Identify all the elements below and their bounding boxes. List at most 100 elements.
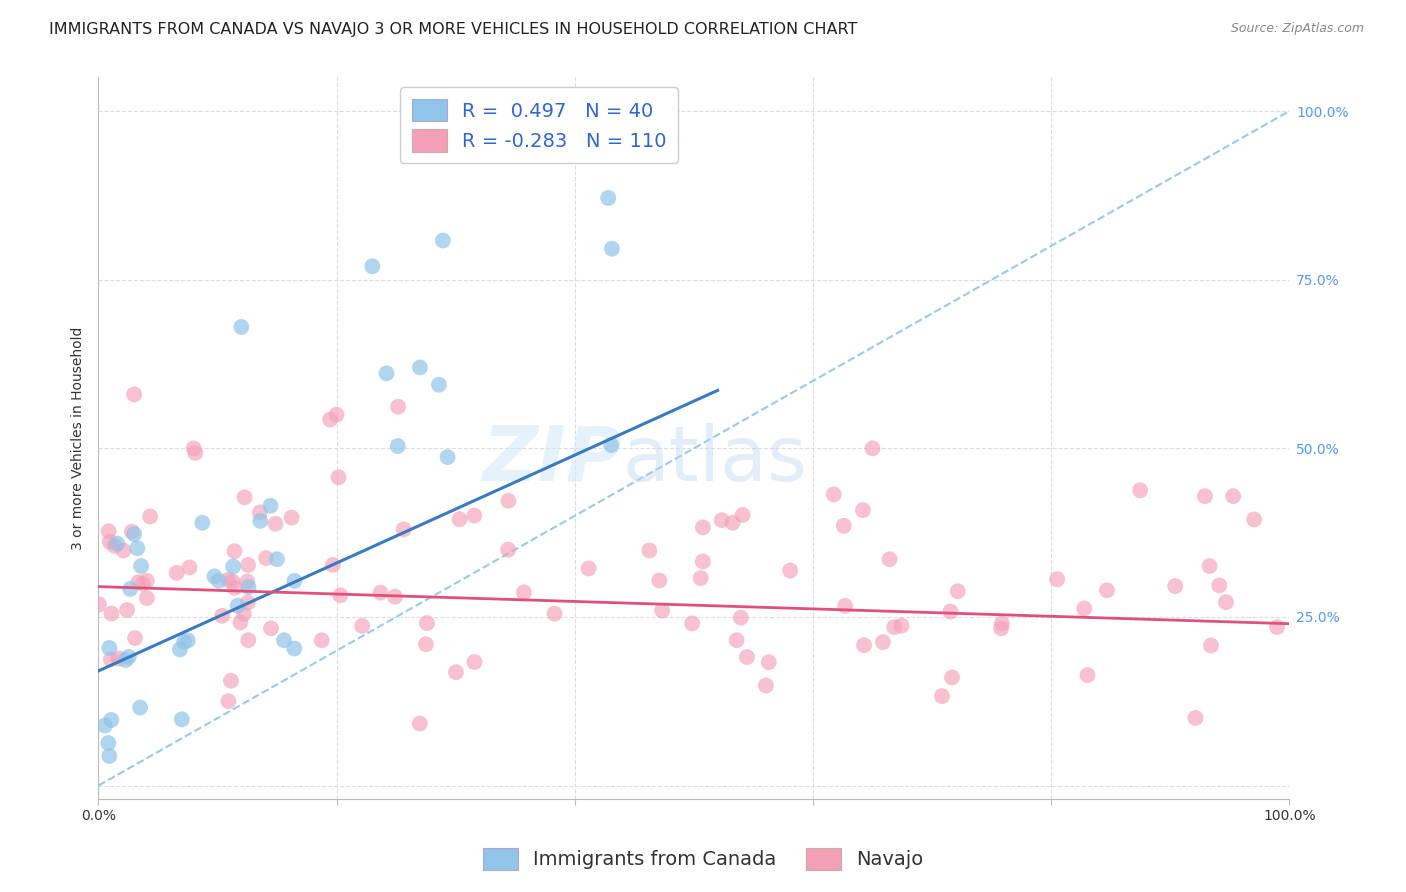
Point [543, 607, 565, 621]
Point [328, 470, 350, 484]
Point [946, 584, 969, 599]
Point [1095, 583, 1118, 598]
Point [735, 650, 758, 665]
Point [238, 633, 260, 648]
Point [436, 450, 458, 464]
Point [1076, 668, 1098, 682]
Point [236, 558, 259, 572]
Point [463, 655, 485, 669]
Point [990, 622, 1012, 636]
Point [122, 387, 145, 401]
Point [1046, 572, 1069, 586]
Point [129, 700, 152, 714]
Point [432, 234, 454, 248]
Point [710, 513, 733, 527]
Point [221, 574, 243, 589]
Point [127, 541, 149, 556]
Point [183, 442, 205, 456]
Point [862, 442, 884, 456]
Point [100, 713, 122, 727]
Point [115, 603, 138, 617]
Point [681, 616, 703, 631]
Point [648, 574, 671, 588]
Point [166, 566, 188, 580]
Text: ZIP: ZIP [482, 423, 623, 497]
Point [129, 559, 152, 574]
Text: IMMIGRANTS FROM CANADA VS NAVAJO 3 OR MORE VEHICLES IN HOUSEHOLD CORRELATION CHA: IMMIGRANTS FROM CANADA VS NAVAJO 3 OR MO… [49, 22, 858, 37]
Point [202, 569, 225, 583]
Point [879, 552, 901, 566]
Point [463, 508, 485, 523]
Point [132, 576, 155, 591]
Point [823, 487, 845, 501]
Point [229, 615, 252, 630]
Y-axis label: 3 or more Vehicles in Household: 3 or more Vehicles in Household [72, 326, 86, 550]
Point [280, 510, 302, 524]
Point [890, 618, 912, 632]
Point [191, 516, 214, 530]
Point [325, 408, 347, 422]
Point [779, 564, 801, 578]
Point [730, 610, 752, 624]
Point [170, 712, 193, 726]
Point [208, 574, 231, 588]
Text: Source: ZipAtlas.com: Source: ZipAtlas.com [1230, 22, 1364, 36]
Point [222, 559, 245, 574]
Point [231, 320, 253, 334]
Point [638, 543, 661, 558]
Point [1073, 601, 1095, 615]
Point [98, 749, 121, 764]
Point [721, 516, 744, 530]
Point [578, 561, 600, 575]
Point [692, 520, 714, 534]
Point [415, 637, 437, 651]
Point [598, 191, 620, 205]
Point [224, 544, 246, 558]
Point [1164, 579, 1187, 593]
Point [139, 509, 162, 524]
Point [107, 651, 129, 665]
Point [224, 581, 246, 595]
Point [254, 551, 277, 566]
Point [387, 439, 409, 453]
Point [872, 635, 894, 649]
Point [120, 582, 142, 596]
Point [853, 638, 876, 652]
Point [1215, 595, 1237, 609]
Point [118, 649, 141, 664]
Point [94, 718, 117, 732]
Point [1265, 620, 1288, 634]
Point [1208, 578, 1230, 592]
Point [260, 621, 283, 635]
Point [1129, 483, 1152, 498]
Point [416, 616, 439, 631]
Point [991, 616, 1014, 631]
Point [692, 554, 714, 568]
Point [219, 673, 242, 688]
Point [329, 588, 352, 602]
Point [322, 558, 344, 572]
Point [283, 641, 305, 656]
Point [600, 438, 623, 452]
Point [941, 670, 963, 684]
Point [266, 552, 288, 566]
Point [135, 591, 157, 605]
Point [449, 512, 471, 526]
Point [179, 560, 201, 574]
Point [211, 608, 233, 623]
Point [249, 514, 271, 528]
Point [352, 619, 374, 633]
Point [169, 642, 191, 657]
Point [173, 635, 195, 649]
Point [259, 499, 281, 513]
Point [834, 599, 856, 613]
Point [758, 655, 780, 669]
Point [100, 607, 122, 621]
Point [731, 508, 754, 522]
Point [755, 679, 778, 693]
Point [375, 367, 398, 381]
Point [97, 736, 120, 750]
Point [651, 603, 673, 617]
Point [409, 716, 432, 731]
Point [600, 242, 623, 256]
